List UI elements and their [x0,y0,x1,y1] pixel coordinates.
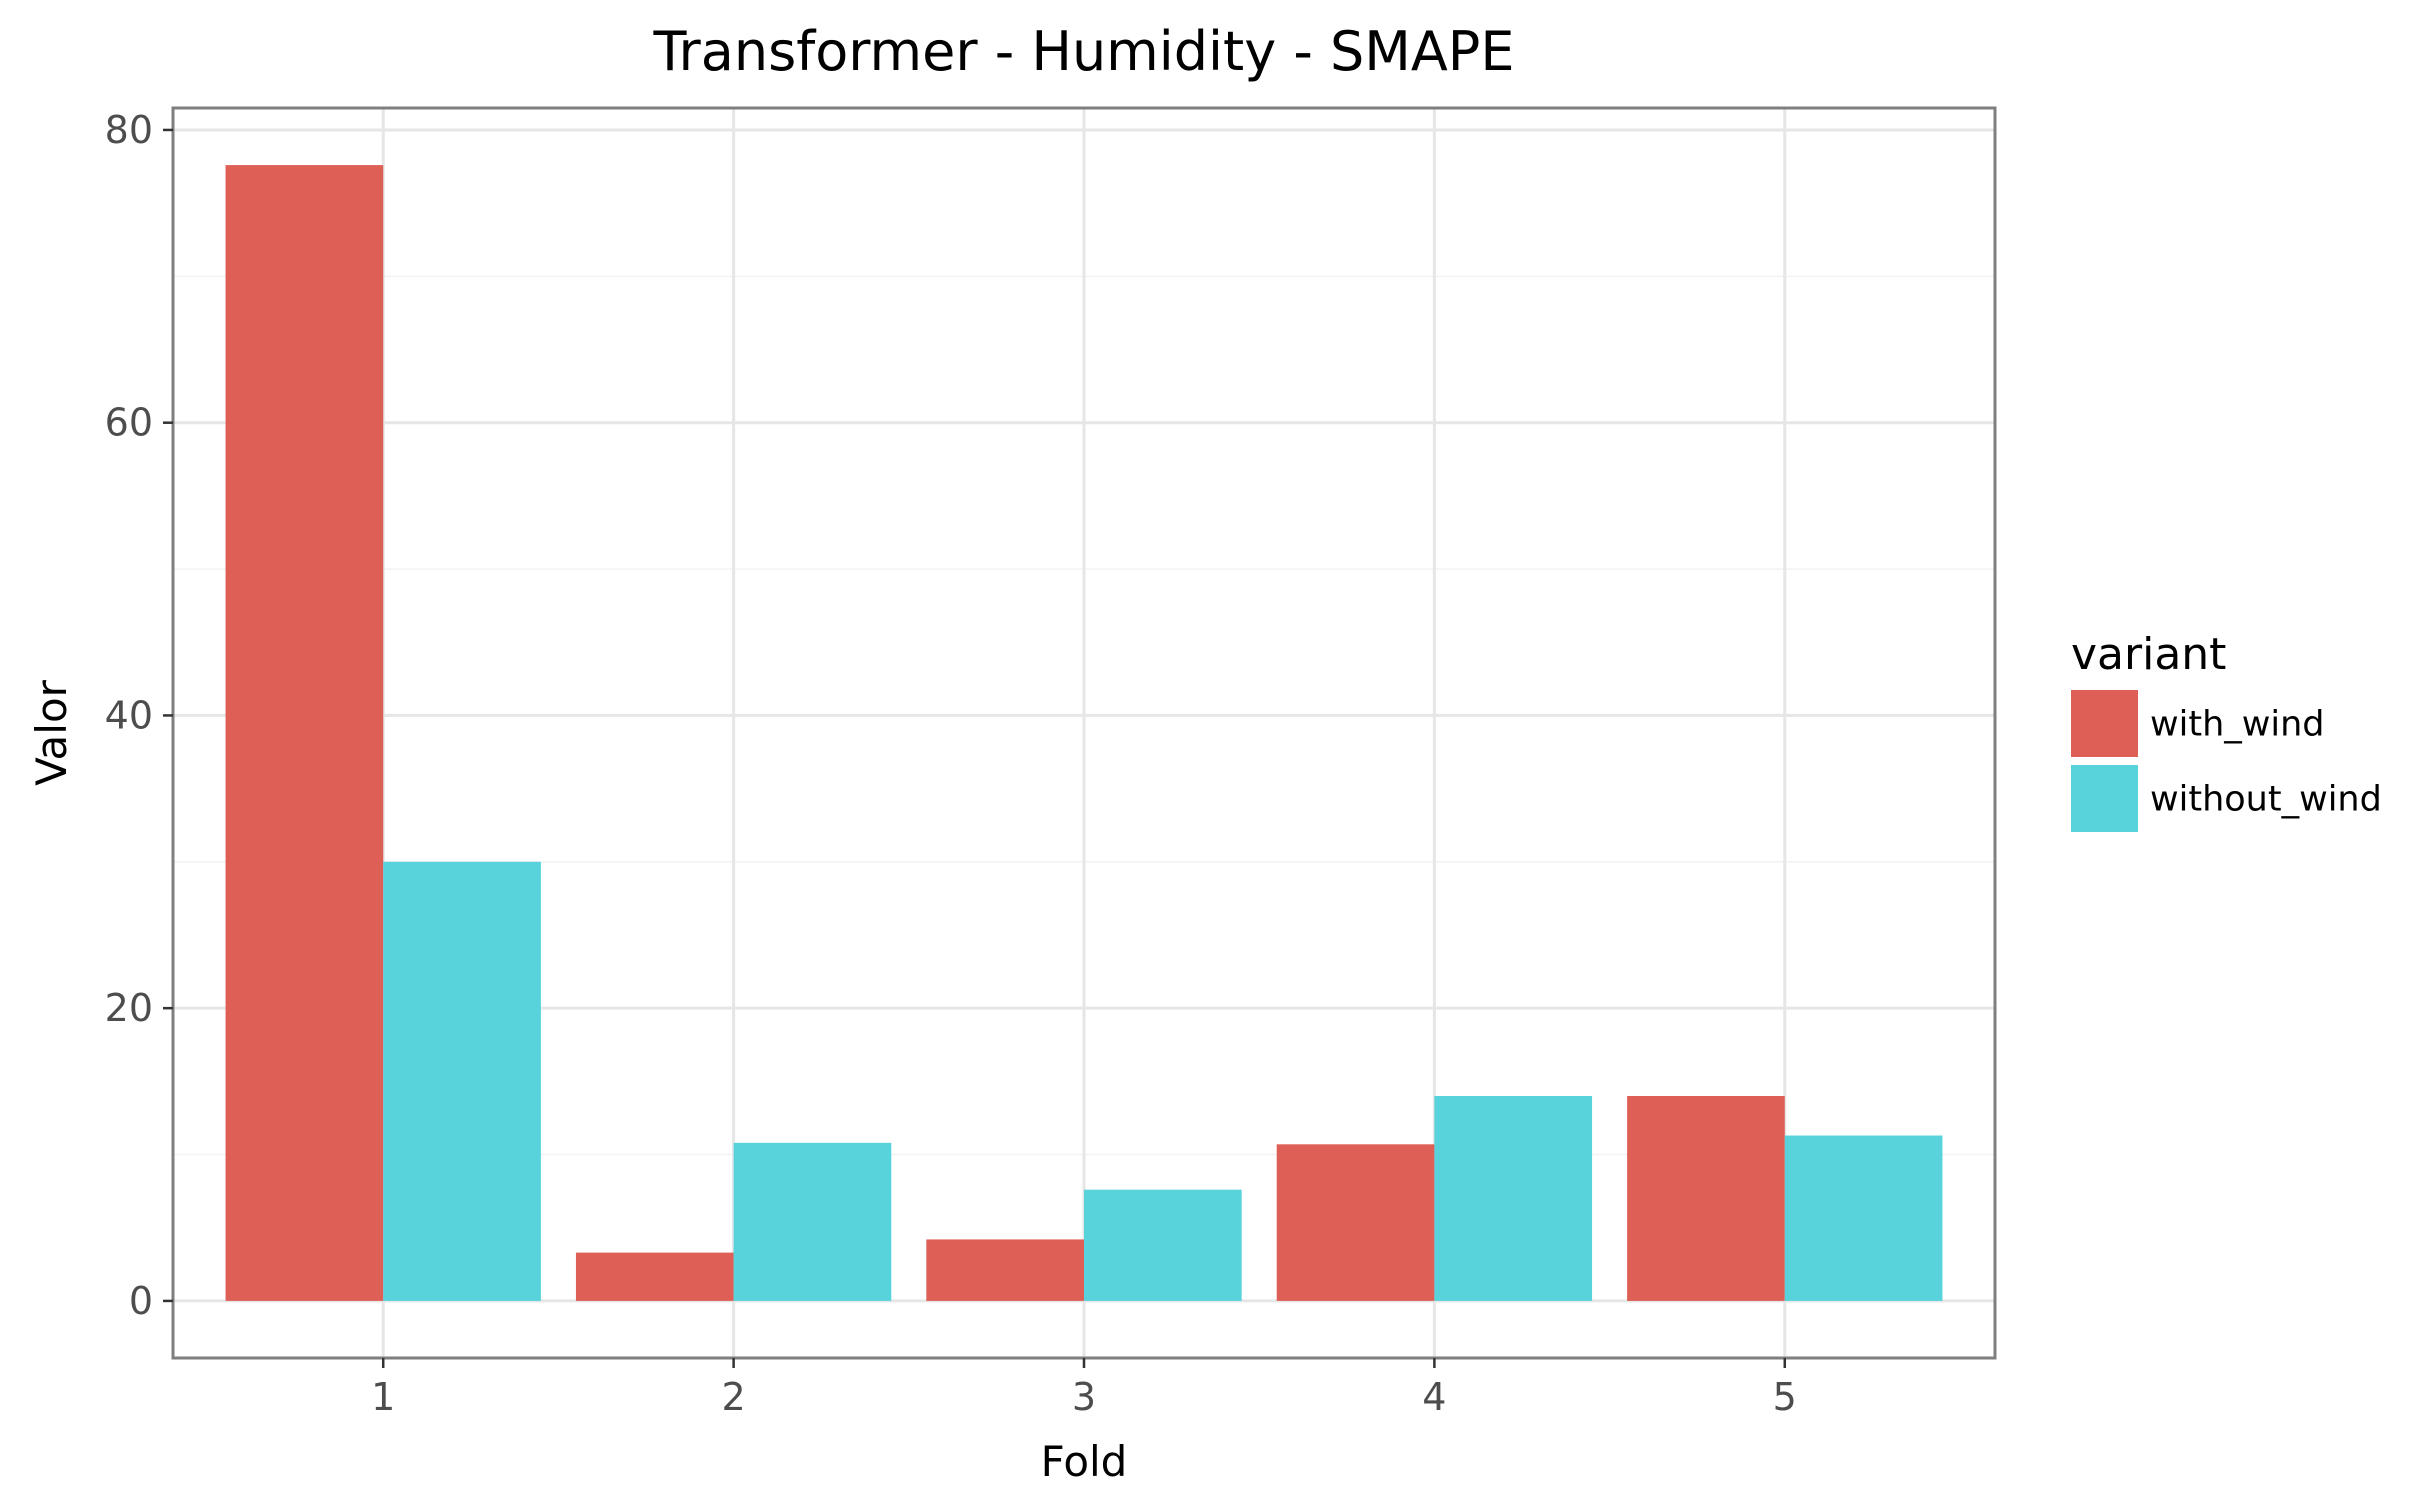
y-tick-label: 0 [129,1279,153,1323]
legend: variant with_wind without_wind [2071,629,2382,832]
y-tick-label: 80 [105,108,153,152]
bar-with_wind-fold-2 [575,1252,734,1301]
legend-title: variant [2071,629,2226,680]
y-tick-label: 40 [105,693,153,737]
bar-without_wind-fold-2 [733,1142,892,1301]
y-axis-title: Valor [27,679,76,786]
x-axis-title: Fold [1041,1437,1128,1486]
chart-title: Transformer - Humidity - SMAPE [653,20,1515,83]
legend-key-without_wind [2071,765,2138,832]
x-tick-label: 3 [1072,1375,1096,1419]
x-axis: 1 2 3 4 5 [371,1358,1797,1419]
x-tick-label: 2 [722,1375,746,1419]
legend-label-without_wind: without_wind [2150,780,2382,820]
bar-with_wind-fold-3 [926,1239,1084,1301]
bar-with_wind-fold-5 [1627,1095,1785,1301]
x-tick-label: 5 [1773,1375,1797,1419]
bar-with_wind-fold-4 [1276,1144,1435,1301]
x-tick-label: 1 [371,1375,395,1419]
legend-key-with_wind [2071,690,2138,757]
legend-label-with_wind: with_wind [2150,705,2325,745]
bar-without_wind-fold-3 [1084,1189,1242,1301]
bars [225,165,1943,1301]
bar-without_wind-fold-5 [1784,1135,1943,1301]
x-tick-label: 4 [1422,1375,1446,1419]
bar-with_wind-fold-1 [225,165,384,1301]
y-axis: 0 20 40 60 80 [105,108,173,1323]
y-tick-label: 60 [105,401,153,445]
y-tick-label: 20 [105,986,153,1030]
bar-without_wind-fold-4 [1434,1095,1593,1301]
bar-without_wind-fold-1 [383,861,541,1301]
